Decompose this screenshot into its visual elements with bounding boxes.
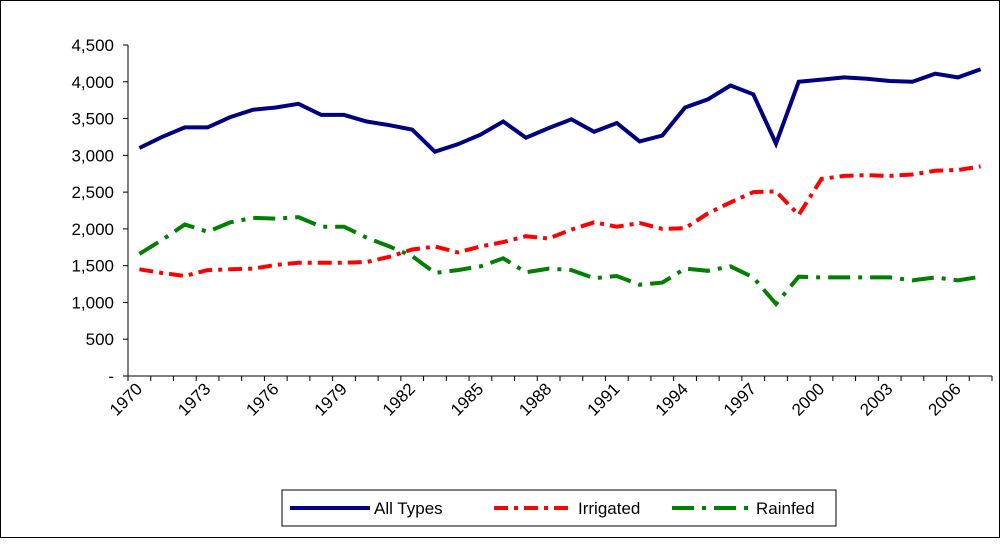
legend-label: Rainfed <box>756 499 815 518</box>
y-tick-label: 2,000 <box>71 220 114 239</box>
y-tick-label: 500 <box>86 330 114 349</box>
legend-label: Irrigated <box>578 499 640 518</box>
y-tick-label: 4,000 <box>71 73 114 92</box>
series-line <box>139 164 981 279</box>
y-tick-label: 2,500 <box>71 183 114 202</box>
y-tick-label: 3,500 <box>71 110 114 129</box>
legend-label: All Types <box>374 499 443 518</box>
y-tick-label: 1,000 <box>71 293 114 312</box>
y-tick-label: - <box>108 367 114 386</box>
y-tick-label: 1,500 <box>71 257 114 276</box>
series-line <box>138 215 981 307</box>
series-line <box>138 67 982 154</box>
y-tick-label: 4,500 <box>71 36 114 55</box>
y-tick-label: 3,000 <box>71 146 114 165</box>
